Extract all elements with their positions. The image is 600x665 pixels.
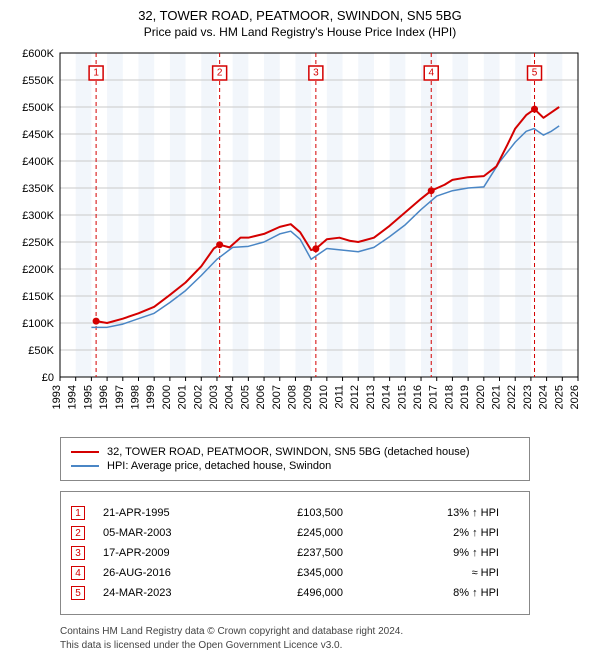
svg-text:£550K: £550K bbox=[22, 75, 54, 87]
footnote: Contains HM Land Registry data © Crown c… bbox=[60, 625, 588, 653]
event-price: £103,500 bbox=[233, 507, 343, 519]
svg-text:2025: 2025 bbox=[553, 385, 565, 409]
svg-text:5: 5 bbox=[532, 68, 538, 79]
events-table: 1 21-APR-1995£103,50013% ↑ HPI 2 05-MAR-200… bbox=[60, 491, 530, 615]
svg-text:2004: 2004 bbox=[224, 385, 236, 409]
svg-text:£150K: £150K bbox=[22, 291, 54, 303]
svg-text:£250K: £250K bbox=[22, 237, 54, 249]
event-row: 2 05-MAR-2003£245,0002% ↑ HPI bbox=[71, 526, 519, 540]
svg-text:2003: 2003 bbox=[208, 385, 220, 409]
svg-text:2022: 2022 bbox=[506, 385, 518, 409]
svg-text:2008: 2008 bbox=[286, 385, 298, 409]
svg-text:2015: 2015 bbox=[396, 385, 408, 409]
event-price: £496,000 bbox=[233, 587, 343, 599]
svg-text:2018: 2018 bbox=[443, 385, 455, 409]
svg-text:2010: 2010 bbox=[318, 385, 330, 409]
event-marker: 3 bbox=[71, 546, 85, 560]
event-date: 05-MAR-2003 bbox=[103, 527, 233, 539]
svg-text:2: 2 bbox=[217, 68, 223, 79]
svg-text:2017: 2017 bbox=[428, 385, 440, 409]
svg-text:£600K: £600K bbox=[22, 48, 54, 60]
legend-row: 32, TOWER ROAD, PEATMOOR, SWINDON, SN5 5… bbox=[71, 446, 519, 458]
event-price: £345,000 bbox=[233, 567, 343, 579]
svg-text:2007: 2007 bbox=[271, 385, 283, 409]
line-chart-svg: £0 £50K £100K £150K £200K £250K £300K £350K £400… bbox=[12, 47, 588, 427]
event-row: 3 17-APR-2009£237,5009% ↑ HPI bbox=[71, 546, 519, 560]
svg-text:2002: 2002 bbox=[192, 385, 204, 409]
svg-text:2014: 2014 bbox=[381, 385, 393, 409]
chart-container: 32, TOWER ROAD, PEATMOOR, SWINDON, SN5 5… bbox=[0, 0, 600, 665]
svg-text:1996: 1996 bbox=[98, 385, 110, 409]
event-marker: 2 bbox=[71, 526, 85, 540]
event-delta: 13% ↑ HPI bbox=[343, 507, 519, 519]
chart-plot: £0 £50K £100K £150K £200K £250K £300K £350K £400… bbox=[12, 47, 588, 427]
svg-text:4: 4 bbox=[428, 68, 434, 79]
svg-text:£100K: £100K bbox=[22, 318, 54, 330]
chart-subtitle: Price paid vs. HM Land Registry's House … bbox=[12, 25, 588, 39]
svg-text:£350K: £350K bbox=[22, 183, 54, 195]
svg-text:2016: 2016 bbox=[412, 385, 424, 409]
svg-text:1999: 1999 bbox=[145, 385, 157, 409]
svg-text:2013: 2013 bbox=[365, 385, 377, 409]
event-delta: 9% ↑ HPI bbox=[343, 547, 519, 559]
chart-title: 32, TOWER ROAD, PEATMOOR, SWINDON, SN5 5… bbox=[12, 8, 588, 23]
svg-text:2020: 2020 bbox=[475, 385, 487, 409]
footnote-line-2: This data is licensed under the Open Gov… bbox=[60, 639, 588, 653]
svg-text:1995: 1995 bbox=[82, 385, 94, 409]
event-delta: 2% ↑ HPI bbox=[343, 527, 519, 539]
event-price: £237,500 bbox=[233, 547, 343, 559]
svg-text:2023: 2023 bbox=[522, 385, 534, 409]
svg-text:2024: 2024 bbox=[538, 385, 550, 409]
legend-label: 32, TOWER ROAD, PEATMOOR, SWINDON, SN5 5… bbox=[107, 446, 470, 458]
event-marker: 1 bbox=[71, 506, 85, 520]
svg-text:1998: 1998 bbox=[129, 385, 141, 409]
svg-text:1: 1 bbox=[93, 68, 99, 79]
svg-text:1993: 1993 bbox=[51, 385, 63, 409]
svg-text:£500K: £500K bbox=[22, 102, 54, 114]
svg-text:£400K: £400K bbox=[22, 156, 54, 168]
event-date: 26-AUG-2016 bbox=[103, 567, 233, 579]
event-row: 1 21-APR-1995£103,50013% ↑ HPI bbox=[71, 506, 519, 520]
svg-text:£0: £0 bbox=[42, 372, 54, 384]
event-delta: 8% ↑ HPI bbox=[343, 587, 519, 599]
event-date: 21-APR-1995 bbox=[103, 507, 233, 519]
footnote-line-1: Contains HM Land Registry data © Crown c… bbox=[60, 625, 588, 639]
svg-text:3: 3 bbox=[313, 68, 319, 79]
event-row: 5 24-MAR-2023£496,0008% ↑ HPI bbox=[71, 586, 519, 600]
svg-text:2019: 2019 bbox=[459, 385, 471, 409]
event-row: 4 26-AUG-2016£345,000≈ HPI bbox=[71, 566, 519, 580]
svg-text:2012: 2012 bbox=[349, 385, 361, 409]
svg-text:2006: 2006 bbox=[255, 385, 267, 409]
svg-text:1997: 1997 bbox=[114, 385, 126, 409]
event-delta: ≈ HPI bbox=[343, 567, 519, 579]
legend-label: HPI: Average price, detached house, Swin… bbox=[107, 460, 331, 472]
svg-text:1994: 1994 bbox=[67, 385, 79, 409]
legend-row: HPI: Average price, detached house, Swin… bbox=[71, 460, 519, 472]
svg-text:2011: 2011 bbox=[334, 385, 346, 409]
event-date: 17-APR-2009 bbox=[103, 547, 233, 559]
legend: 32, TOWER ROAD, PEATMOOR, SWINDON, SN5 5… bbox=[60, 437, 530, 481]
legend-swatch bbox=[71, 451, 99, 453]
event-price: £245,000 bbox=[233, 527, 343, 539]
svg-text:£450K: £450K bbox=[22, 129, 54, 141]
event-date: 24-MAR-2023 bbox=[103, 587, 233, 599]
svg-text:2021: 2021 bbox=[491, 385, 503, 409]
svg-text:2009: 2009 bbox=[302, 385, 314, 409]
legend-swatch bbox=[71, 465, 99, 467]
svg-text:2005: 2005 bbox=[239, 385, 251, 409]
svg-text:2026: 2026 bbox=[569, 385, 581, 409]
svg-text:£300K: £300K bbox=[22, 210, 54, 222]
svg-text:£50K: £50K bbox=[28, 345, 54, 357]
event-marker: 5 bbox=[71, 586, 85, 600]
svg-text:£200K: £200K bbox=[22, 264, 54, 276]
svg-text:2000: 2000 bbox=[161, 385, 173, 409]
svg-text:2001: 2001 bbox=[177, 385, 189, 409]
event-marker: 4 bbox=[71, 566, 85, 580]
